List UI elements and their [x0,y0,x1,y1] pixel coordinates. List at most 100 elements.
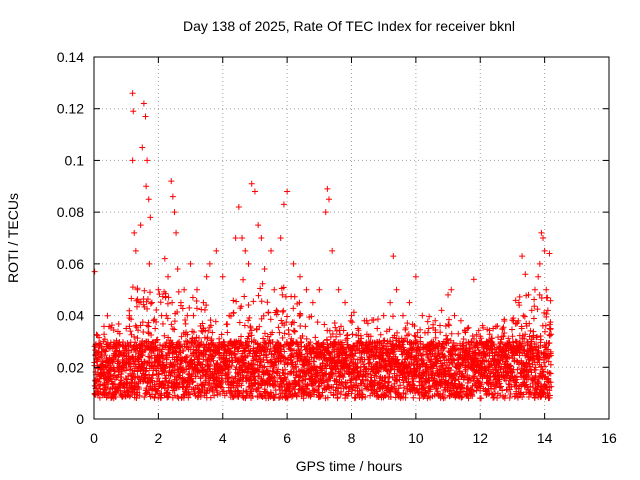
scatter-point [190,343,197,350]
scatter-point [334,363,341,370]
x-tick-label: 8 [348,430,356,446]
scatter-point [319,343,326,350]
scatter-point [344,332,351,339]
scatter-point [312,379,319,386]
scatter-point [273,361,280,368]
scatter-point [128,316,135,323]
scatter-point [208,336,215,343]
scatter-point [110,326,117,333]
scatter-point [218,331,225,338]
scatter-point [201,306,208,313]
scatter-point [206,387,213,394]
scatter-point [333,333,340,340]
scatter-point [158,390,165,397]
scatter-point [317,393,324,400]
scatter-point [136,392,143,399]
scatter-point [163,339,170,346]
scatter-point [271,374,278,381]
scatter-point [244,342,251,349]
scatter-point [166,391,173,398]
scatter-point [125,347,132,354]
scatter-point [170,367,177,374]
scatter-point [107,375,114,382]
scatter-point [155,375,162,382]
scatter-point [117,373,124,380]
scatter-point [176,338,183,345]
scatter-point [358,386,365,393]
scatter-point [144,322,151,329]
x-tick-label: 12 [472,430,488,446]
scatter-point [367,371,374,378]
scatter-point [117,351,124,358]
scatter-point [373,373,380,380]
scatter-point [236,341,243,348]
scatter-point [261,346,268,353]
scatter-point [349,319,356,326]
scatter-point [184,353,191,360]
scatter-point [283,376,290,383]
scatter-point [230,379,237,386]
scatter-point [169,325,176,332]
scatter-point [297,347,304,354]
scatter-point [296,299,303,306]
scatter-point [233,298,240,305]
scatter-point [247,324,254,331]
scatter-point [285,331,292,338]
scatter-point [203,390,210,397]
scatter-point [350,309,357,316]
scatter-point [281,348,288,355]
y-tick-label: 0.04 [57,308,84,324]
scatter-point [133,342,140,349]
scatter-point [202,373,209,380]
scatter-point [318,392,325,399]
scatter-point [340,374,347,381]
scatter-point [150,348,157,355]
scatter-point [276,395,282,402]
scatter-point [313,377,320,384]
scatter-point [155,371,162,378]
scatter-point [108,322,115,329]
scatter-point [367,359,374,366]
scatter-point [297,372,304,379]
scatter-point [368,374,375,381]
scatter-point [374,316,381,323]
scatter-point [210,357,217,364]
scatter-point [240,387,247,394]
scatter-point [178,333,185,340]
scatter-point [113,345,120,352]
scatter-point [274,339,281,346]
scatter-point [263,351,270,358]
y-tick-label: 0.08 [57,204,84,220]
scatter-point [226,374,233,381]
scatter-point [235,348,242,355]
scatter-point [362,366,369,373]
scatter-point [354,360,361,367]
scatter-point [246,314,253,321]
y-tick-label: 0 [76,411,84,427]
scatter-point [252,353,259,360]
scatter-point [182,317,189,324]
scatter-point [264,333,271,340]
scatter-point [101,323,108,330]
x-tick-label: 2 [154,430,162,446]
scatter-point [364,320,371,327]
scatter-point [283,319,290,326]
scatter-point [157,342,164,349]
scatter-point [353,365,360,372]
scatter-point [211,392,218,399]
scatter-point [119,391,126,398]
scatter-point [375,368,382,375]
scatter-point [136,385,143,392]
scatter-point [205,327,212,334]
scatter-point [323,365,330,372]
y-tick-labels: 0 0.02 0.04 0.06 0.08 0.1 0.12 0.14 [57,49,84,427]
scatter-point [321,321,328,328]
scatter-point [147,300,154,307]
scatter-point [128,295,135,302]
scatter-point [134,368,141,375]
scatter-point [184,331,191,338]
scatter-point [261,330,268,337]
scatter-point [302,323,309,330]
scatter-point [277,358,284,365]
